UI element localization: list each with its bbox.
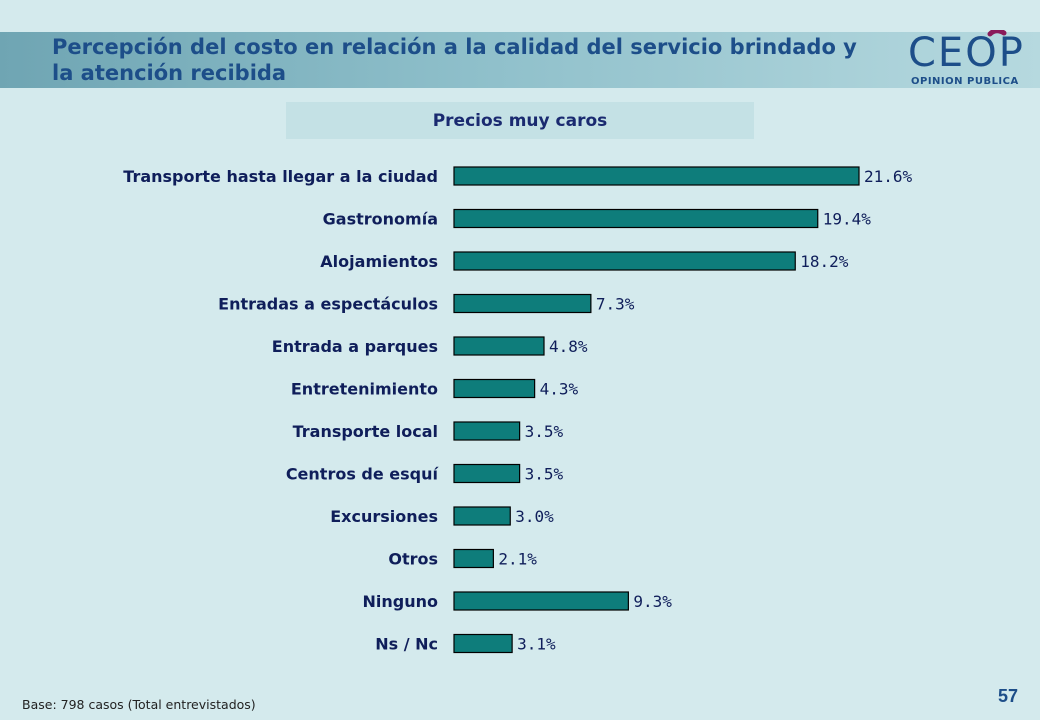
bar [453, 548, 494, 569]
value-label: 2.1% [498, 550, 537, 569]
value-label: 21.6% [864, 167, 913, 186]
chart-title-box: Precios muy caros [286, 102, 754, 139]
category-label: Transporte local [293, 422, 438, 441]
bar [453, 633, 513, 654]
category-label: Ninguno [363, 592, 439, 611]
bar [453, 591, 629, 611]
bar [453, 336, 545, 356]
bar [453, 378, 536, 399]
category-label: Alojamientos [320, 252, 438, 271]
category-label: Gastronomía [323, 210, 438, 229]
category-label: Entretenimiento [291, 380, 438, 399]
page-title: Percepción del costo en relación a la ca… [52, 35, 857, 85]
value-label: 19.4% [823, 210, 872, 229]
value-label: 7.3% [596, 295, 635, 314]
value-label: 3.5% [525, 422, 564, 441]
value-label: 3.5% [525, 465, 564, 484]
bar [453, 166, 860, 186]
bar [453, 421, 521, 441]
category-label: Entrada a parques [272, 337, 438, 356]
value-label: 3.1% [517, 635, 556, 654]
value-label: 3.0% [515, 507, 554, 526]
logo-subtitle: OPINION PUBLICA [911, 76, 1019, 87]
title-band [0, 32, 1040, 88]
bar [453, 463, 521, 484]
bar [453, 293, 592, 314]
logo-accent-icon [987, 30, 1007, 37]
base-note: Base: 798 casos (Total entrevistados) [22, 697, 256, 712]
category-label: Transporte hasta llegar a la ciudad [123, 167, 438, 186]
value-label: 4.3% [540, 380, 579, 399]
bar [453, 208, 819, 229]
value-label: 9.3% [633, 592, 672, 611]
value-label: 18.2% [800, 252, 849, 271]
value-label: 4.8% [549, 337, 588, 356]
page-number: 57 [997, 686, 1018, 706]
chart-title: Precios muy caros [432, 110, 608, 131]
category-label: Excursiones [330, 507, 438, 526]
category-label: Otros [388, 550, 438, 569]
category-label: Entradas a espectáculos [218, 295, 438, 314]
category-label: Centros de esquí [286, 465, 440, 484]
logo-wordmark: CEOP [908, 30, 1025, 76]
bar-chart: Transporte hasta llegar a la ciudad 21.6%… [123, 166, 913, 654]
category-label: Ns / Nc [375, 635, 438, 654]
ceop-logo: CEOP OPINION PUBLICA [908, 30, 1028, 92]
bar [453, 506, 511, 526]
bar [453, 251, 796, 271]
